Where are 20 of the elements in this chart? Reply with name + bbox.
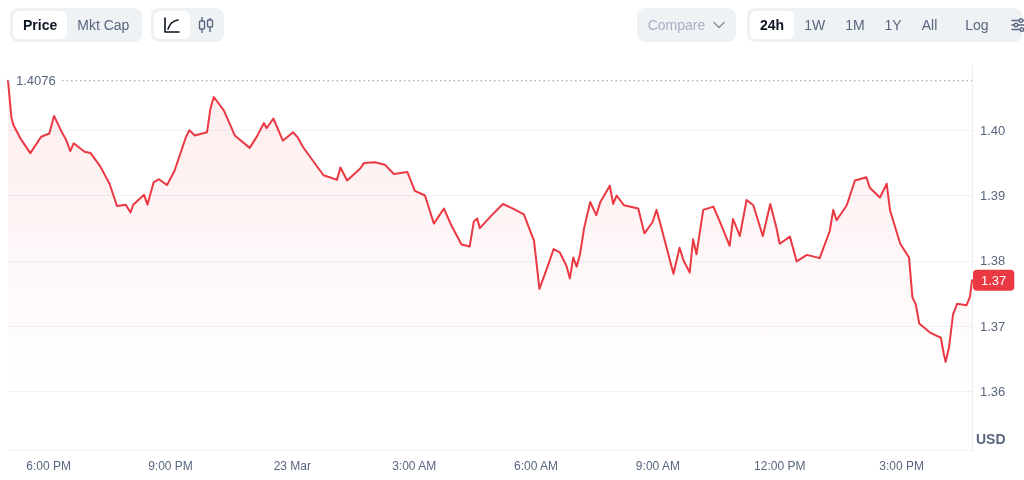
x-tick-label: 6:00 PM: [26, 459, 71, 473]
toggle-group: 24h 1W 1M 1Y All Log: [747, 8, 1022, 42]
x-tick-label: 23 Mar: [273, 459, 312, 473]
y-tick-label: 1.39: [980, 188, 1006, 204]
toggle-group: Price Mkt Cap: [10, 8, 143, 42]
y-tick-label: 1.37: [980, 318, 1006, 334]
x-tick-label: 12:00 PM: [754, 459, 806, 473]
dropdown: Compare: [637, 8, 736, 42]
y-tick-label: 1.38: [980, 253, 1006, 269]
x-tick-label: 9:00 PM: [148, 459, 193, 473]
x-tick-label: 3:00 PM: [879, 459, 924, 473]
x-tick-label: 6:00 AM: [514, 459, 559, 473]
y-axis-title: USD: [976, 431, 1006, 447]
y-tick-label: 1.40: [980, 122, 1006, 138]
selected-tab: Price: [13, 11, 68, 39]
ref-line-label: 1.4076: [16, 73, 56, 89]
selected-tab: 24h: [750, 11, 795, 39]
y-tick-label: 1.36: [980, 383, 1006, 399]
x-tick-label: 9:00 AM: [635, 459, 680, 473]
x-tick-label: 3:00 AM: [392, 459, 437, 473]
